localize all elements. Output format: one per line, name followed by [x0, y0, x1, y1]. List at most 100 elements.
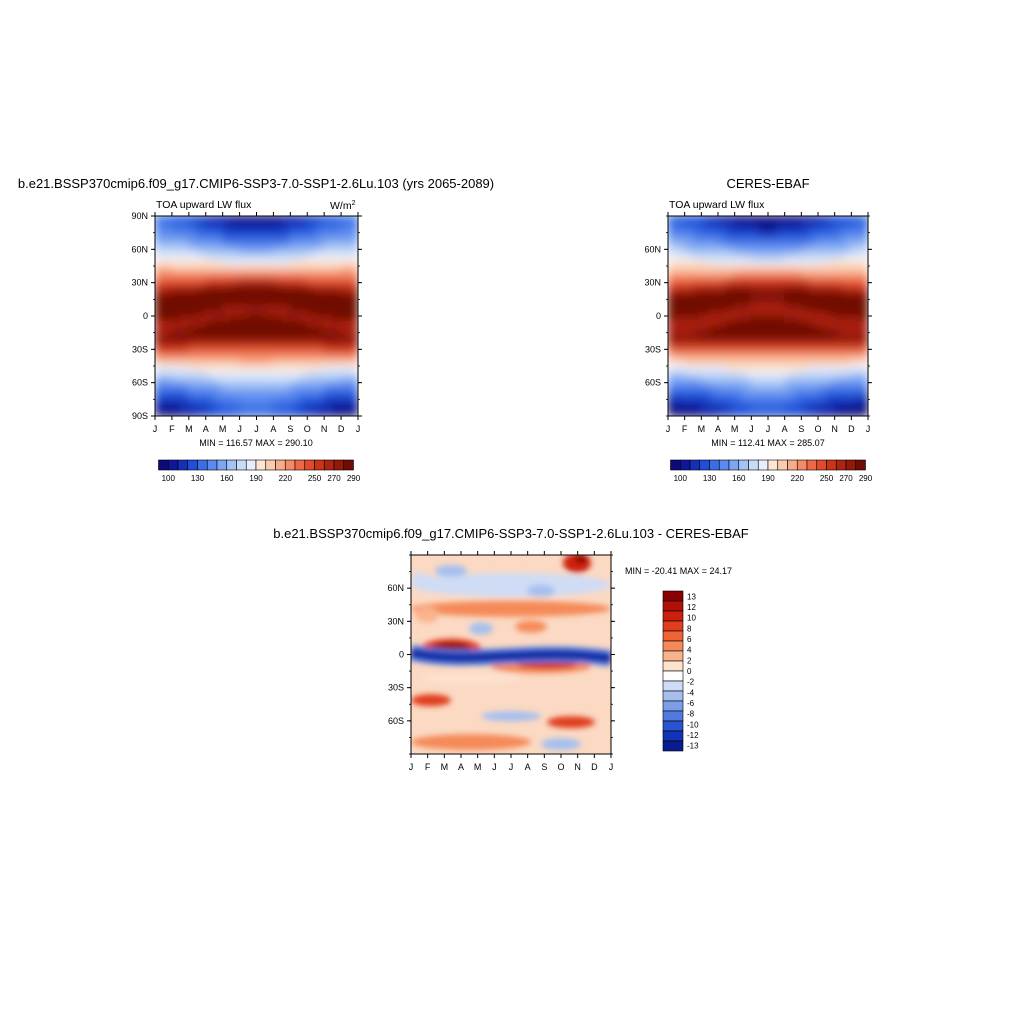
panel-model-colorbar-label: 270: [327, 474, 341, 483]
panel-diff-colorbar-label: 0: [687, 667, 692, 676]
panel-diff-x-tick-label: D: [591, 762, 598, 772]
panel-diff-y-tick-label: 60S: [388, 716, 404, 726]
panel-diff-colorbar-box: [662, 680, 684, 692]
panel-model-units-base: W/m: [330, 200, 352, 212]
panel-obs-colorbar-label: 130: [703, 474, 717, 483]
panel-obs-colorbar-box: [699, 459, 710, 471]
panel-model-colorbar-box: [304, 459, 315, 471]
panel-obs-colorbar-label: 220: [791, 474, 805, 483]
panel-diff-colorbar-label: 13: [687, 592, 696, 601]
panel-model-y-tick-label: 90S: [132, 411, 148, 421]
panel-model-colorbar: 100 130 160 190 220 250 270 290: [158, 459, 361, 483]
panel-diff-x-tick-label: M: [441, 762, 449, 772]
panel-model-colorbar-label: 250: [308, 474, 322, 483]
panel-obs-x-tick-label: J: [749, 424, 754, 434]
panel-diff-colorbar-label: 10: [687, 614, 696, 623]
panel-obs-colorbar: 100 130 160 190 220 250 270 290: [670, 459, 873, 483]
panel-obs-x-tick-label: S: [798, 424, 804, 434]
panel-diff-y-tick-label: 60N: [387, 583, 404, 593]
panel-model-colorbar-box: [226, 459, 237, 471]
panel-model-y-tick-label: 30S: [132, 344, 148, 354]
panel-diff-colorbar-label: -10: [687, 720, 699, 729]
panel-model-colorbar-box: [255, 459, 267, 471]
panel-diff-colorbar-label: -13: [687, 742, 699, 751]
panel-obs-colorbar-label: 160: [732, 474, 746, 483]
panel-obs-colorbar-box: [796, 459, 808, 471]
panel-model-x-tick-label: M: [185, 424, 193, 434]
panel-model-plot-area: [155, 216, 358, 416]
panel-model-colorbar-box: [197, 459, 208, 471]
panel-model-colorbar-box: [333, 459, 345, 471]
panel-diff-y-tick-label: 0: [399, 650, 404, 660]
panel-model-x-tick-label: A: [270, 424, 276, 434]
panel-model-colorbar-label: 290: [347, 474, 361, 483]
panel-model-y-tick-label: 0: [143, 311, 148, 321]
panel-model-colorbar-box: [314, 459, 325, 471]
panel-model-colorbar-box: [275, 459, 286, 471]
panel-obs-y-tick-label: 30N: [644, 278, 661, 288]
panel-model-colorbar-box: [323, 459, 335, 471]
panel-diff-colorbar-label: -4: [687, 688, 695, 697]
panel-diff-colorbar-label: 2: [687, 656, 692, 665]
panel-model-title: b.e21.BSSP370cmip6.f09_g17.CMIP6-SSP3-7.…: [18, 176, 494, 191]
panel-diff-colorbar-box: [662, 600, 684, 612]
panel-obs-y-tick-label: 30S: [645, 344, 661, 354]
panel-diff-colorbar-box: [662, 640, 684, 652]
panel-diff-colorbar-box: [662, 610, 684, 622]
panel-obs-x-tick-label: F: [682, 424, 688, 434]
panel-diff-colorbar-label: -12: [687, 731, 699, 740]
panel-diff-colorbar-label: -2: [687, 678, 695, 687]
panel-model-x-tick-label: F: [169, 424, 175, 434]
panel-model-x-tick-label: M: [219, 424, 227, 434]
panel-model-x-tick-label: J: [356, 424, 361, 434]
panel-diff-colorbar-box: [662, 690, 684, 702]
panel-obs-x-tick-label: O: [814, 424, 821, 434]
panel-diff-x-tick-label: A: [525, 762, 531, 772]
panel-obs-colorbar-label: 190: [761, 474, 775, 483]
panel-model-colorbar-label: 220: [279, 474, 293, 483]
panel-model-y-tick-label: 60S: [132, 378, 148, 388]
panel-diff-colorbar-box: [662, 590, 684, 602]
panel-obs-title: CERES-EBAF: [726, 176, 809, 191]
panel-model-y-tick-label: 30N: [131, 278, 148, 288]
panel-model-colorbar-box: [187, 459, 198, 471]
panel-model-colorbar-label: 130: [191, 474, 205, 483]
panel-obs-colorbar-box: [816, 459, 827, 471]
panel-model-x-tick-label: J: [237, 424, 242, 434]
panel-obs-x-tick-label: D: [848, 424, 855, 434]
panel-model-y-tick-label: 60N: [131, 244, 148, 254]
panel-diff-x-tick-label: S: [541, 762, 547, 772]
panel-obs-x-tick-label: N: [831, 424, 838, 434]
panel-obs-colorbar-box: [845, 459, 857, 471]
panel-obs-colorbar-box: [757, 459, 769, 471]
panel-obs-y-tick-label: 60S: [645, 378, 661, 388]
panel-obs-colorbar-box: [787, 459, 798, 471]
panel-model-colorbar-box: [294, 459, 306, 471]
panel-diff-colorbar-box: [662, 620, 684, 632]
panel-obs-colorbar-box: [835, 459, 847, 471]
panel-model-colorbar-box: [158, 459, 169, 471]
panel-obs-colorbar-box: [689, 459, 701, 471]
panel-obs-x-tick-label: J: [866, 424, 871, 434]
panel-diff-colorbar-label: 6: [687, 635, 692, 644]
panel-obs-x-tick-label: J: [766, 424, 771, 434]
panel-model-y-tick-label: 90N: [131, 211, 148, 221]
panel-model-colorbar-box: [245, 459, 257, 471]
panel-obs-x-tick-label: A: [782, 424, 788, 434]
panel-obs-colorbar-box: [670, 459, 681, 471]
panel-obs-colorbar-label: 270: [839, 474, 853, 483]
panel-obs-x-tick-label: M: [698, 424, 706, 434]
panel-diff-x-tick-label: J: [492, 762, 497, 772]
panel-model-colorbar-label: 190: [249, 474, 263, 483]
panel-diff-colorbar-box: [662, 650, 684, 662]
panel-obs-colorbar-box: [728, 459, 740, 471]
panel-diff-x-tick-label: J: [609, 762, 614, 772]
panel-obs-colorbar-box: [806, 459, 818, 471]
panel-obs-stats: MIN = 112.41 MAX = 285.07: [711, 438, 824, 448]
panel-diff-colorbar-box: [662, 700, 684, 712]
panel-model-x-tick-label: J: [254, 424, 259, 434]
panel-diff-stats: MIN = -20.41 MAX = 24.17: [625, 566, 732, 576]
